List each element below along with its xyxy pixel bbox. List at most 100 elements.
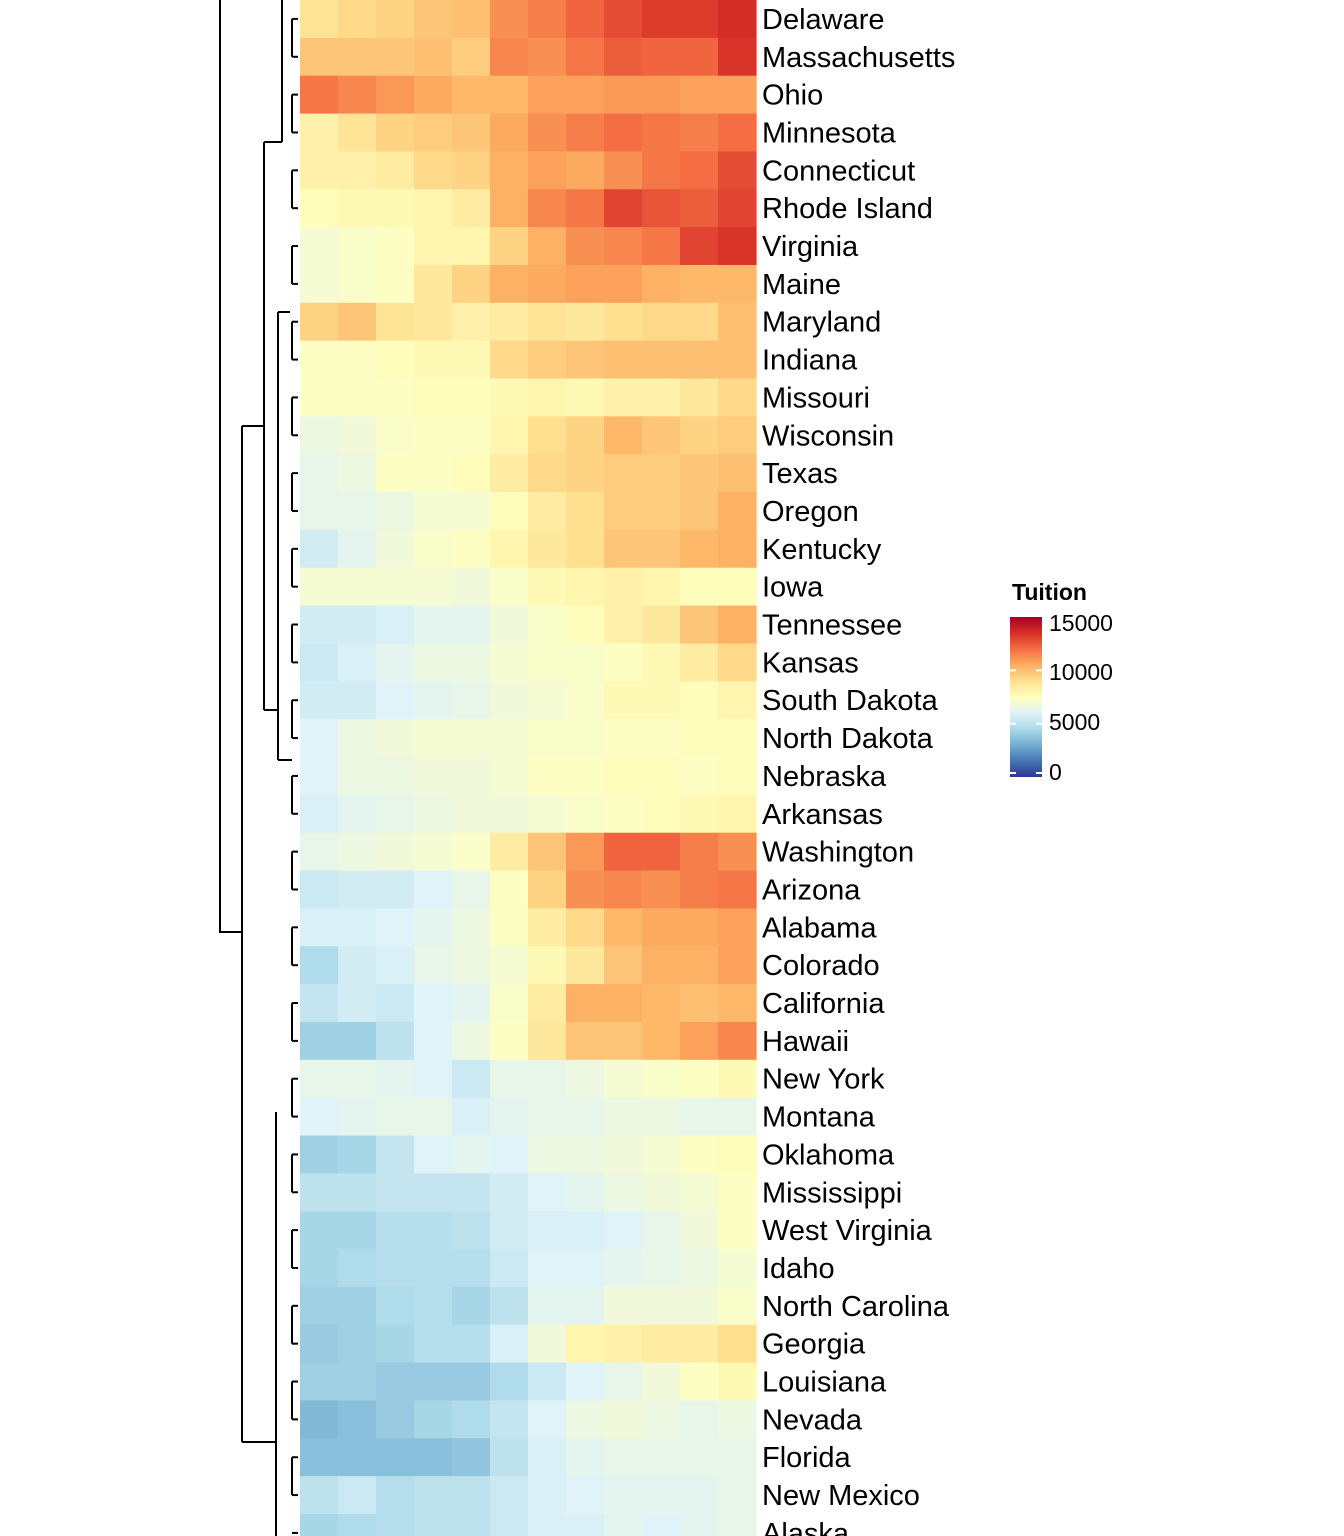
heatmap-cell: [680, 1249, 719, 1288]
heatmap-cell: [300, 189, 339, 228]
heatmap-cell: [566, 1097, 605, 1137]
heatmap-cell: [300, 870, 339, 909]
heatmap-cell: [680, 37, 719, 77]
heatmap-cell: [528, 1135, 567, 1174]
heatmap-cell: [376, 189, 415, 228]
heatmap-cell: [604, 719, 643, 758]
heatmap-cell: [718, 1211, 757, 1250]
heatmap-cell: [452, 643, 491, 682]
heatmap-cell: [566, 719, 605, 758]
heatmap-cell: [566, 0, 605, 39]
heatmap-cell: [528, 264, 567, 304]
heatmap-cell: [300, 416, 339, 455]
heatmap-cell: [490, 0, 529, 39]
heatmap-cell: [490, 378, 529, 417]
row-label: Delaware: [762, 4, 885, 36]
heatmap-cell: [338, 1514, 377, 1536]
heatmap-cell: [642, 643, 681, 682]
heatmap-cell: [566, 643, 605, 682]
heatmap-cell: [718, 832, 757, 872]
heatmap-cell: [566, 946, 605, 985]
heatmap-cell: [490, 567, 529, 607]
heatmap-cell: [338, 567, 377, 607]
heatmap-cell: [414, 1476, 453, 1515]
heatmap-cell: [680, 984, 719, 1023]
heatmap-cell: [528, 1173, 567, 1212]
heatmap-cell: [414, 454, 453, 493]
heatmap-cell: [490, 492, 529, 531]
heatmap-cell: [414, 719, 453, 758]
heatmap-cell: [376, 567, 415, 607]
row-label: Iowa: [762, 572, 824, 604]
heatmap-cell: [604, 908, 643, 947]
heatmap-cell: [604, 1059, 643, 1099]
heatmap-cell: [680, 1400, 719, 1439]
heatmap-cell: [414, 1173, 453, 1212]
heatmap-cell: [718, 681, 757, 720]
heatmap-cell: [566, 1021, 605, 1061]
legend-colorbar: [1010, 610, 1042, 777]
heatmap-cell: [338, 264, 377, 304]
heatmap-cell: [566, 1476, 605, 1515]
heatmap-cell: [452, 1173, 491, 1212]
heatmap-cell: [642, 1286, 681, 1326]
heatmap-cell: [642, 1097, 681, 1137]
heatmap-cell: [642, 1324, 681, 1364]
heatmap-cell: [604, 454, 643, 493]
heatmap-cell: [680, 1514, 719, 1536]
heatmap-cell: [680, 1324, 719, 1364]
heatmap-cell: [642, 378, 681, 417]
heatmap-cell: [566, 492, 605, 531]
heatmap-cell: [490, 1021, 529, 1061]
heatmap-cell: [680, 340, 719, 380]
heatmap-cell: [566, 794, 605, 834]
heatmap-cell: [452, 681, 491, 720]
row-label: Mississippi: [762, 1177, 902, 1209]
heatmap-cell: [338, 757, 377, 796]
heatmap-cell: [680, 605, 719, 645]
heatmap-cell: [338, 1438, 377, 1477]
heatmap-cell: [528, 1286, 567, 1326]
heatmap-cell: [300, 37, 339, 77]
heatmap-cell: [528, 605, 567, 645]
heatmap-cell: [642, 605, 681, 645]
heatmap-cell: [490, 1476, 529, 1515]
heatmap-cell: [376, 643, 415, 682]
heatmap-cell: [300, 378, 339, 417]
heatmap-cell: [300, 643, 339, 682]
heatmap-cell: [452, 567, 491, 607]
heatmap-cell: [528, 378, 567, 417]
heatmap-cell: [490, 1324, 529, 1364]
heatmap-cell: [680, 1211, 719, 1250]
heatmap-cell: [566, 1286, 605, 1326]
row-labels: Delaware Massachusetts Ohio Minnesota Connec…: [762, 4, 955, 1536]
heatmap-cell: [490, 757, 529, 796]
heatmap-cell: [452, 719, 491, 758]
heatmap-cell: [718, 643, 757, 682]
heatmap-cell: [414, 529, 453, 569]
heatmap-cell: [452, 151, 491, 190]
heatmap-cell: [718, 1438, 757, 1477]
heatmap-cell: [452, 75, 491, 115]
heatmap-cell: [642, 529, 681, 569]
heatmap-cell: [376, 1021, 415, 1061]
heatmap-cell: [414, 1021, 453, 1061]
heatmap-cell: [414, 946, 453, 985]
heatmap-cell: [566, 870, 605, 909]
heatmap-cell: [300, 1173, 339, 1212]
heatmap-cell: [490, 870, 529, 909]
heatmap-cell: [566, 189, 605, 228]
heatmap-cell: [718, 113, 757, 152]
heatmap-cell: [490, 189, 529, 228]
heatmap-cell: [604, 681, 643, 720]
heatmap-cell: [528, 681, 567, 720]
heatmap-cell: [376, 529, 415, 569]
row-label: Texas: [762, 458, 838, 490]
heatmap-cell: [566, 340, 605, 380]
heatmap-cell: [376, 908, 415, 947]
heatmap-cell: [376, 984, 415, 1023]
heatmap-cell: [566, 681, 605, 720]
heatmap-cell: [300, 492, 339, 531]
row-label: Alaska: [762, 1518, 850, 1536]
heatmap-cell: [490, 1438, 529, 1477]
